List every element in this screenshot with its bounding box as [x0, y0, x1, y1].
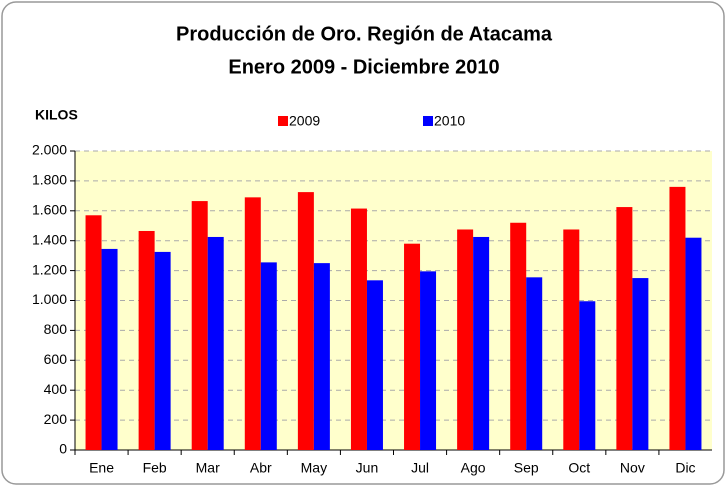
x-tick-label: Mar: [196, 460, 220, 476]
x-tick-label: Oct: [568, 460, 590, 476]
bar: [154, 251, 171, 450]
legend-swatch: [278, 116, 288, 126]
y-tick-label: 2.000: [32, 142, 67, 158]
y-tick-label: 400: [44, 381, 68, 397]
bar: [350, 208, 367, 450]
x-tick-label: Feb: [143, 460, 167, 476]
x-tick-label: Dic: [675, 460, 695, 476]
bar: [632, 278, 649, 450]
bar: [563, 229, 580, 450]
y-tick-label: 1.200: [32, 261, 67, 277]
bar: [366, 280, 383, 450]
bar: [526, 277, 543, 450]
y-axis-label: KILOS: [35, 107, 78, 123]
x-tick-label: Jun: [356, 460, 379, 476]
x-tick-label: Nov: [620, 460, 645, 476]
y-tick-label: 1.800: [32, 172, 67, 188]
bar: [457, 229, 474, 450]
x-tick-label: Jul: [411, 460, 429, 476]
x-tick-label: Ene: [89, 460, 114, 476]
bar: [297, 192, 314, 451]
bar: [669, 186, 686, 450]
bar: [473, 236, 490, 450]
bar: [260, 262, 277, 450]
x-tick-label: Sep: [514, 460, 539, 476]
legend-label: 2009: [289, 113, 320, 129]
bar: [244, 197, 261, 450]
chart-subtitle: Enero 2009 - Diciembre 2010: [228, 56, 499, 78]
bar: [510, 222, 527, 450]
y-tick-label: 1.000: [32, 291, 67, 307]
bar: [191, 201, 208, 450]
bar: [313, 263, 330, 450]
y-tick-label: 800: [44, 321, 68, 337]
bar: [579, 301, 596, 450]
y-tick-label: 1.400: [32, 231, 67, 247]
bar: [138, 230, 155, 450]
x-tick-label: May: [301, 460, 327, 476]
x-tick-label: Abr: [250, 460, 272, 476]
x-tick-label: Ago: [461, 460, 486, 476]
y-tick-label: 600: [44, 351, 68, 367]
y-tick-label: 0: [59, 441, 67, 457]
bar: [404, 243, 421, 450]
bar: [420, 271, 437, 450]
bar: [85, 215, 102, 450]
legend-swatch: [423, 116, 433, 126]
y-tick-label: 200: [44, 411, 68, 427]
bar: [616, 207, 633, 450]
y-tick-label: 1.600: [32, 202, 67, 218]
bar: [101, 248, 118, 450]
bar: [685, 237, 702, 450]
legend-label: 2010: [434, 113, 465, 129]
bar: [207, 236, 224, 450]
chart-title: Producción de Oro. Región de Atacama: [176, 23, 553, 45]
